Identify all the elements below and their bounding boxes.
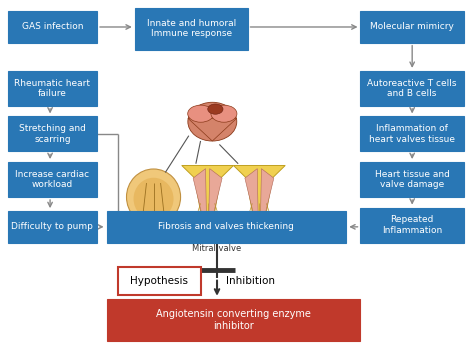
Polygon shape	[234, 165, 285, 228]
Text: Rheumatic heart
failure: Rheumatic heart failure	[14, 78, 91, 98]
Text: Inflammation of
heart valves tissue: Inflammation of heart valves tissue	[369, 124, 455, 144]
Ellipse shape	[134, 178, 173, 220]
Text: Repeated
Inflammation: Repeated Inflammation	[382, 215, 442, 235]
FancyBboxPatch shape	[8, 117, 97, 151]
Text: Molecular mimicry: Molecular mimicry	[370, 23, 454, 31]
FancyBboxPatch shape	[8, 11, 97, 43]
Text: Stretching and
scarring: Stretching and scarring	[19, 124, 86, 144]
Polygon shape	[260, 169, 274, 225]
FancyBboxPatch shape	[360, 162, 464, 197]
Polygon shape	[193, 169, 207, 225]
Ellipse shape	[211, 105, 237, 122]
Text: Heart tissue and
valve damage: Heart tissue and valve damage	[375, 170, 450, 189]
Text: Autoreactive T cells
and B cells: Autoreactive T cells and B cells	[367, 78, 457, 98]
Text: Inhibition: Inhibition	[227, 276, 275, 286]
FancyBboxPatch shape	[360, 208, 464, 243]
Polygon shape	[182, 165, 234, 228]
Ellipse shape	[188, 105, 214, 122]
FancyBboxPatch shape	[107, 211, 346, 243]
FancyBboxPatch shape	[360, 11, 464, 43]
FancyBboxPatch shape	[135, 8, 247, 50]
Text: Difficulty to pump: Difficulty to pump	[11, 222, 93, 231]
Polygon shape	[245, 169, 258, 225]
Text: GAS infection: GAS infection	[22, 23, 83, 31]
Text: Fibrosis and valves thickening: Fibrosis and valves thickening	[158, 222, 294, 231]
Polygon shape	[188, 118, 237, 141]
Text: Hypothesis: Hypothesis	[130, 276, 189, 286]
FancyBboxPatch shape	[360, 71, 464, 106]
FancyBboxPatch shape	[118, 267, 201, 295]
FancyBboxPatch shape	[360, 117, 464, 151]
FancyBboxPatch shape	[8, 71, 97, 106]
Text: Increase cardiac
workload: Increase cardiac workload	[15, 170, 90, 189]
Text: Mitral valve: Mitral valve	[192, 244, 242, 253]
Polygon shape	[209, 169, 222, 225]
Ellipse shape	[127, 169, 181, 225]
Text: Angiotensin converting enzyme
inhibitor: Angiotensin converting enzyme inhibitor	[156, 309, 311, 331]
FancyBboxPatch shape	[8, 162, 97, 197]
FancyBboxPatch shape	[8, 211, 97, 243]
Ellipse shape	[208, 104, 223, 114]
Ellipse shape	[188, 102, 237, 141]
Text: Innate and humoral
Immune response: Innate and humoral Immune response	[146, 19, 236, 38]
FancyBboxPatch shape	[107, 299, 360, 341]
